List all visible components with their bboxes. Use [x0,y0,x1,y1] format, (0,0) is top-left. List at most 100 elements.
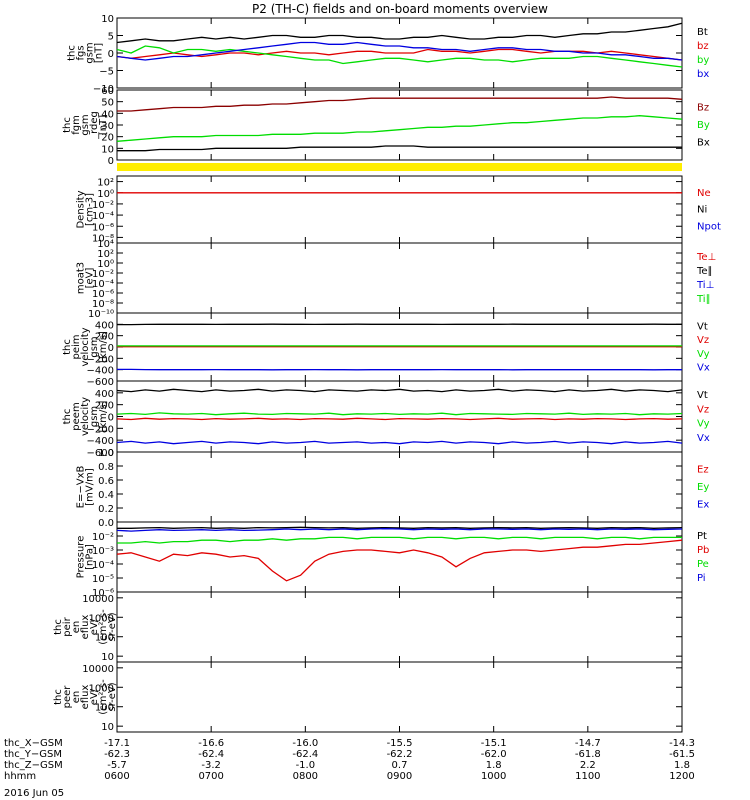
y-tick-label: 40 [101,109,114,120]
legend-Ti∥: Ti∥ [696,294,711,305]
y-axis-label-line: E=−VxB [76,466,87,509]
series-Vz [116,417,683,421]
y-axis-label-line: en [71,621,82,634]
x-row-label: thc_X−GSM [4,738,63,749]
x-row-value: -62.3 [104,749,130,760]
x-row-value: 1000 [481,771,506,782]
legend-Te∥: Te∥ [696,266,713,277]
y-axis-label-line: [cm-3] [85,193,96,226]
x-row-value: -61.5 [669,749,695,760]
y-axis-label: thcfgsgsm[nT] [67,42,105,63]
y-axis-label-line: sr-eV) [107,682,118,711]
y-tick-label: 10 [101,652,114,663]
y-tick-label: −400 [87,436,114,447]
y-tick-label: 1000 [89,613,114,624]
panel-fgs: 10 5 0 −5 −10 thcfgsgsm[nT] Bt bz by bx [67,14,710,95]
x-row-value: 2.2 [580,760,596,771]
y-axis-label-line: thc [62,339,73,355]
y-tick-label: 10000 [82,664,114,675]
legend-Vx: Vx [697,362,710,373]
series-Pb [116,539,683,582]
legend-Vy: Vy [697,419,710,430]
y-axis-label: thcpeerenefluxeV/(cm²-s-sr-eV) [53,679,118,715]
y-tick-label: 10 [101,722,114,733]
y-tick-label: 0.0 [98,518,114,529]
y-axis-label-line: gsm [80,114,91,135]
y-tick-label: 0.2 [98,504,114,515]
x-row-label: hhmm [4,771,36,782]
legend-Pt: Pt [697,531,707,542]
series-Vt [116,388,683,393]
y-axis-label-line: thc [53,619,64,635]
panel-frame [116,242,683,314]
y-axis-label: thcfgmgsm_rdeg[nT] [62,111,109,140]
y-axis-label-line: peim [71,334,82,359]
legend-Ez: Ez [697,465,709,476]
legend-Vt: Vt [697,322,708,333]
y-axis-label-line: gsm [89,406,100,427]
legend-Vt: Vt [697,390,708,401]
series-Bz [117,96,683,112]
y-tick-label: −200 [87,354,114,365]
y-tick-label: 20 [101,133,114,144]
y-tick-label: −5 [99,67,114,78]
y-axis-label-line: eV/ [89,688,100,705]
series-Bx [117,145,682,152]
x-row-value: 0900 [387,771,412,782]
y-axis-label-line: peem [71,402,82,430]
y-axis-label-line: fgm [71,115,82,135]
y-axis-label-line: [km/s] [98,331,109,363]
y-axis-label-line: gsm [85,42,96,63]
y-tick-label: 10² [97,178,114,189]
y-tick-label: 10⁰ [97,189,114,200]
y-tick-label: 10⁻⁴ [92,560,114,571]
y-axis-label: thcpeirenefluxeV/(cm²-s-sr-eV) [53,609,118,645]
y-tick-label: 10⁻⁴ [92,211,114,222]
x-row-value: -15.5 [387,738,413,749]
series-Pi [116,528,683,532]
y-tick-label: 0.4 [98,490,114,501]
series-By [116,115,683,142]
series-bz [116,48,683,61]
y-axis-label: E=−VxB[mV/m] [76,466,96,509]
legend-Ne: Ne [697,188,711,199]
x-row-value: 1100 [575,771,600,782]
legend-Ni: Ni [697,205,707,216]
x-row-value: 0600 [104,771,129,782]
y-axis-label-line: sr-eV) [107,612,118,641]
y-tick-label: −400 [87,366,114,377]
x-row-label: thc_Y−GSM [4,749,62,760]
y-tick-label: 100 [95,633,114,644]
y-axis-label-line: gsm [89,336,100,357]
x-row-value: -14.7 [575,738,601,749]
y-tick-label: 10⁻² [92,269,114,280]
y-tick-label: 200 [95,332,114,343]
legend-Npot: Npot [697,221,721,232]
y-axis-label-line: velocity [80,327,91,366]
y-axis-label-line: Pressure [76,536,87,579]
y-tick-label: −600 [87,448,114,459]
data-quality-bar [117,163,682,171]
y-axis-label: thcpeemvelocitygsm[km/s] [62,397,109,436]
x-row-value: -62.4 [292,749,318,760]
panel-pressure: 10⁻² 10⁻³ 10⁻⁴ 10⁻⁵ 10⁻⁶ Pressure[nPa] Pt Pb Pe P… [76,521,709,599]
y-tick-label: 400 [95,320,114,331]
y-axis-label-line: [nT] [94,43,105,63]
y-tick-label: 10⁻⁶ [92,222,114,233]
x-row-value: -15.1 [481,738,507,749]
y-tick-label: 10⁻² [92,200,114,211]
y-axis-label: Density[cm-3] [76,190,96,228]
series-Vy [116,412,683,416]
x-row-value: -16.6 [198,738,224,749]
x-row-value: 1.8 [674,760,690,771]
y-tick-label: −200 [87,424,114,435]
y-tick-label: 0.8 [98,462,114,473]
legend-Pb: Pb [697,545,709,556]
y-axis-label-line: eflux [80,685,91,710]
x-row-value: 1200 [669,771,694,782]
series-Vx [116,440,683,445]
y-tick-label: 10⁰ [97,259,114,270]
